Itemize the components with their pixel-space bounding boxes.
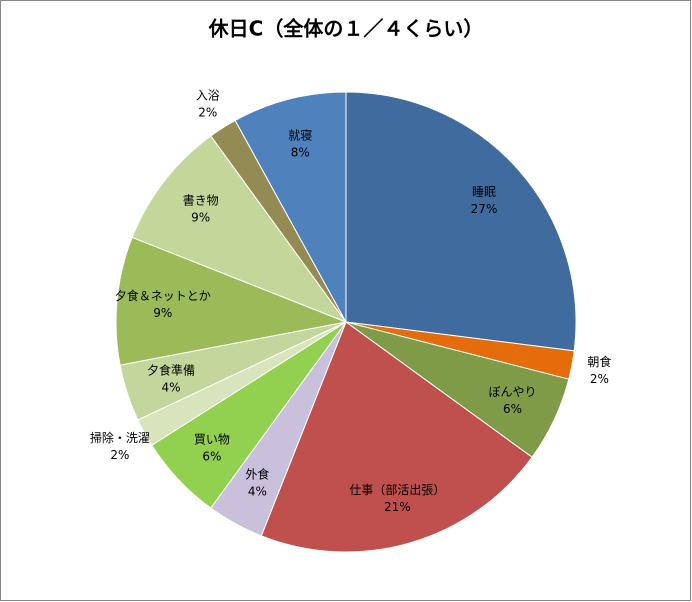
slice-value-label: 2% [198,106,217,120]
slice-label: 掃除・洗濯 [90,430,150,445]
slice-value-label: 6% [202,449,221,463]
slice-label: 外食 [245,467,269,482]
slice-value-label: 21% [384,500,411,514]
slice-value-label: 27% [471,202,498,216]
slice-label: 書き物 [183,194,219,208]
slice-label: 買い物 [194,432,230,446]
slice-label: 入浴 [196,89,220,103]
pie-slice [115,236,348,366]
slice-value-label: 4% [248,485,267,499]
slice-value-label: 9% [191,211,210,225]
slice-label: 朝食 [587,354,611,369]
chart-title: 休日C（全体の１／４くらい） [208,17,484,41]
pie-slice [131,135,348,324]
slice-value-label: 2% [590,372,609,386]
slice-label: 睡眠 [472,185,496,199]
slice-label: ぼんやり [488,385,536,399]
slice-label: 夕食準備 [147,362,195,377]
slice-value-label: 6% [503,402,522,416]
slice-label: 夕食＆ネットとか [115,288,211,303]
slice-value-label: 9% [153,306,172,320]
pie-slice [345,91,577,352]
pie-slice [260,321,533,553]
slice-label: 就寝 [288,127,312,142]
slice-value-label: 4% [161,380,180,394]
slice-value-label: 8% [291,145,310,159]
slice-label: 仕事（部活出張） [349,482,445,497]
slice-value-label: 2% [110,448,129,462]
pie-slice [234,91,347,323]
